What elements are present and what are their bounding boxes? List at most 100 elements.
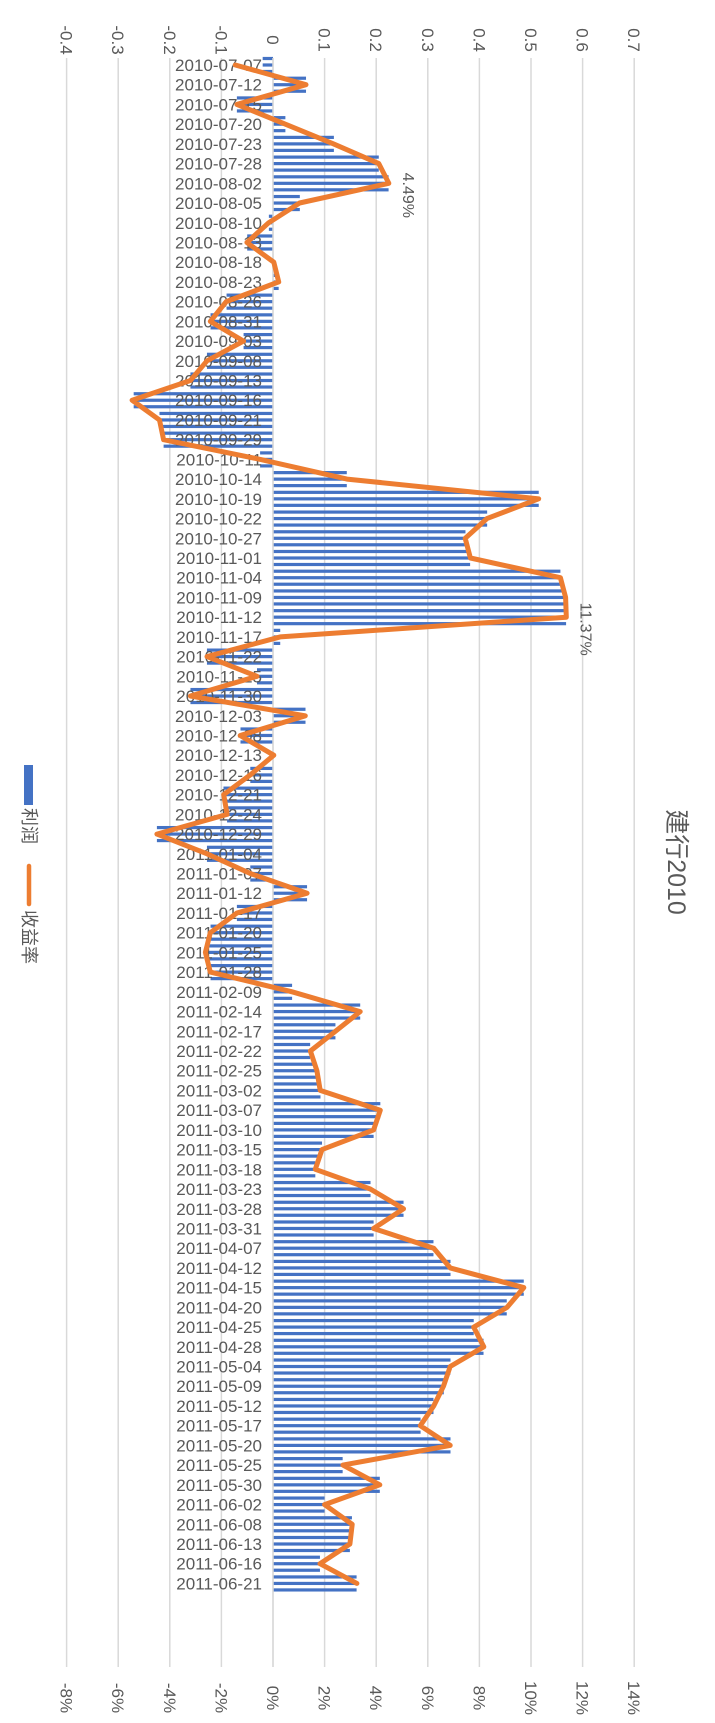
category-label: 2010-07-20 [175, 115, 262, 134]
profit-bar [243, 339, 273, 343]
secondary-tick-label: 8% [469, 1686, 488, 1711]
profit-bar [273, 490, 539, 494]
profit-bar [273, 615, 567, 619]
profit-bar [273, 1548, 350, 1553]
category-label: 2011-05-17 [176, 1417, 262, 1436]
profit-bars [133, 56, 567, 1592]
profit-bar [210, 326, 273, 330]
category-label: 2011-06-21 [176, 1574, 262, 1593]
profit-bar [273, 155, 379, 159]
profit-bar [156, 832, 273, 836]
profit-bar [190, 694, 273, 698]
category-label: 2011-04-28 [176, 1338, 262, 1357]
profit-bar [273, 1463, 343, 1467]
legend-swatch-profit [24, 765, 33, 805]
profit-bar [273, 1200, 404, 1204]
profit-bar [273, 1404, 434, 1408]
profit-bar [273, 1496, 325, 1500]
profit-bar [210, 964, 273, 968]
profit-bar [273, 1042, 311, 1047]
category-label: 2011-03-23 [176, 1180, 262, 1199]
profit-bar [206, 852, 273, 856]
category-label: 2010-08-18 [175, 253, 262, 272]
profit-bar [273, 1384, 444, 1388]
profit-bar [273, 286, 279, 291]
profit-bar [257, 681, 273, 685]
data-labels: 4.49% 11.37% [399, 173, 594, 656]
profit-bar [250, 773, 273, 777]
profit-bar [268, 214, 273, 218]
profit-bar [240, 740, 273, 744]
profit-bar [273, 891, 308, 895]
category-label: 2011-03-15 [176, 1141, 262, 1160]
secondary-tick-label: 0% [263, 1686, 282, 1711]
profit-bar [273, 622, 567, 626]
category-label: 2011-04-12 [176, 1259, 262, 1278]
profit-bar [273, 1318, 474, 1323]
primary-tick-label: 0 [263, 35, 282, 44]
secondary-tick-label: 4% [366, 1686, 385, 1711]
profit-bar [273, 1581, 357, 1586]
profit-bar [273, 641, 281, 645]
profit-bar [273, 1102, 381, 1106]
profit-bar [273, 983, 293, 987]
category-label: 2010-08-13 [175, 233, 262, 252]
profit-bar [273, 510, 488, 514]
profit-bar [273, 1424, 421, 1428]
profit-bar [273, 148, 334, 152]
profit-bar [250, 865, 273, 869]
profit-bar [273, 1522, 352, 1526]
secondary-tick-label: 2% [315, 1686, 334, 1711]
profit-bar [273, 201, 300, 205]
profit-bar [273, 142, 334, 146]
category-label: 2011-06-13 [176, 1535, 262, 1554]
category-label: 2011-03-31 [176, 1219, 262, 1238]
profit-bar [273, 1128, 374, 1132]
data-label: 4.49% [399, 173, 416, 218]
profit-bar [163, 431, 273, 435]
category-label: 2010-09-03 [175, 332, 262, 351]
category-label: 2011-06-08 [176, 1515, 262, 1534]
profit-bar [236, 911, 273, 915]
profit-bar [273, 996, 293, 1000]
profit-bar [273, 1312, 507, 1316]
secondary-tick-label: -2% [211, 1683, 230, 1713]
profit-bar [273, 1371, 451, 1375]
profit-bar [273, 83, 307, 87]
category-label: 2011-06-02 [176, 1496, 262, 1515]
profit-bar [273, 116, 286, 120]
category-label: 2011-02-22 [176, 1042, 262, 1061]
profit-bar [273, 1082, 321, 1086]
category-label: 2011-05-30 [176, 1476, 262, 1495]
category-label: 2011-01-12 [176, 884, 262, 903]
category-label: 2010-12-03 [175, 707, 262, 726]
category-label: 2010-09-21 [175, 411, 262, 430]
profit-bar [273, 1062, 317, 1066]
profit-bar [273, 1246, 434, 1250]
profit-bar [273, 1134, 374, 1138]
profit-bar [262, 63, 273, 67]
profit-bar [273, 503, 539, 507]
profit-bar [273, 1529, 352, 1533]
profit-bar [273, 1088, 321, 1093]
profit-bar [262, 56, 273, 61]
category-label: 2010-11-17 [176, 628, 262, 647]
primary-tick-label: -0.2 [160, 25, 179, 54]
profit-bar [273, 1575, 357, 1579]
category-label: 2011-04-25 [176, 1318, 262, 1337]
profit-bar [243, 332, 273, 337]
profit-bar [257, 674, 273, 678]
profit-bar [273, 1292, 524, 1296]
profit-bar [226, 306, 273, 310]
secondary-axis-ticks: -8% -6% -4% -2% 0% 2% 4% 6% 8% 10% 12% 14% [57, 1681, 644, 1715]
profit-bar [273, 1568, 320, 1572]
profit-bar [273, 1095, 321, 1099]
category-label: 2011-04-15 [176, 1279, 262, 1298]
profit-bar [273, 714, 306, 718]
category-label: 2010-12-21 [175, 786, 262, 805]
profit-bar [273, 1226, 374, 1231]
profit-bar [273, 484, 347, 488]
category-label: 2010-08-05 [175, 194, 262, 213]
profit-bar [273, 536, 466, 540]
profit-bar [273, 1305, 507, 1309]
